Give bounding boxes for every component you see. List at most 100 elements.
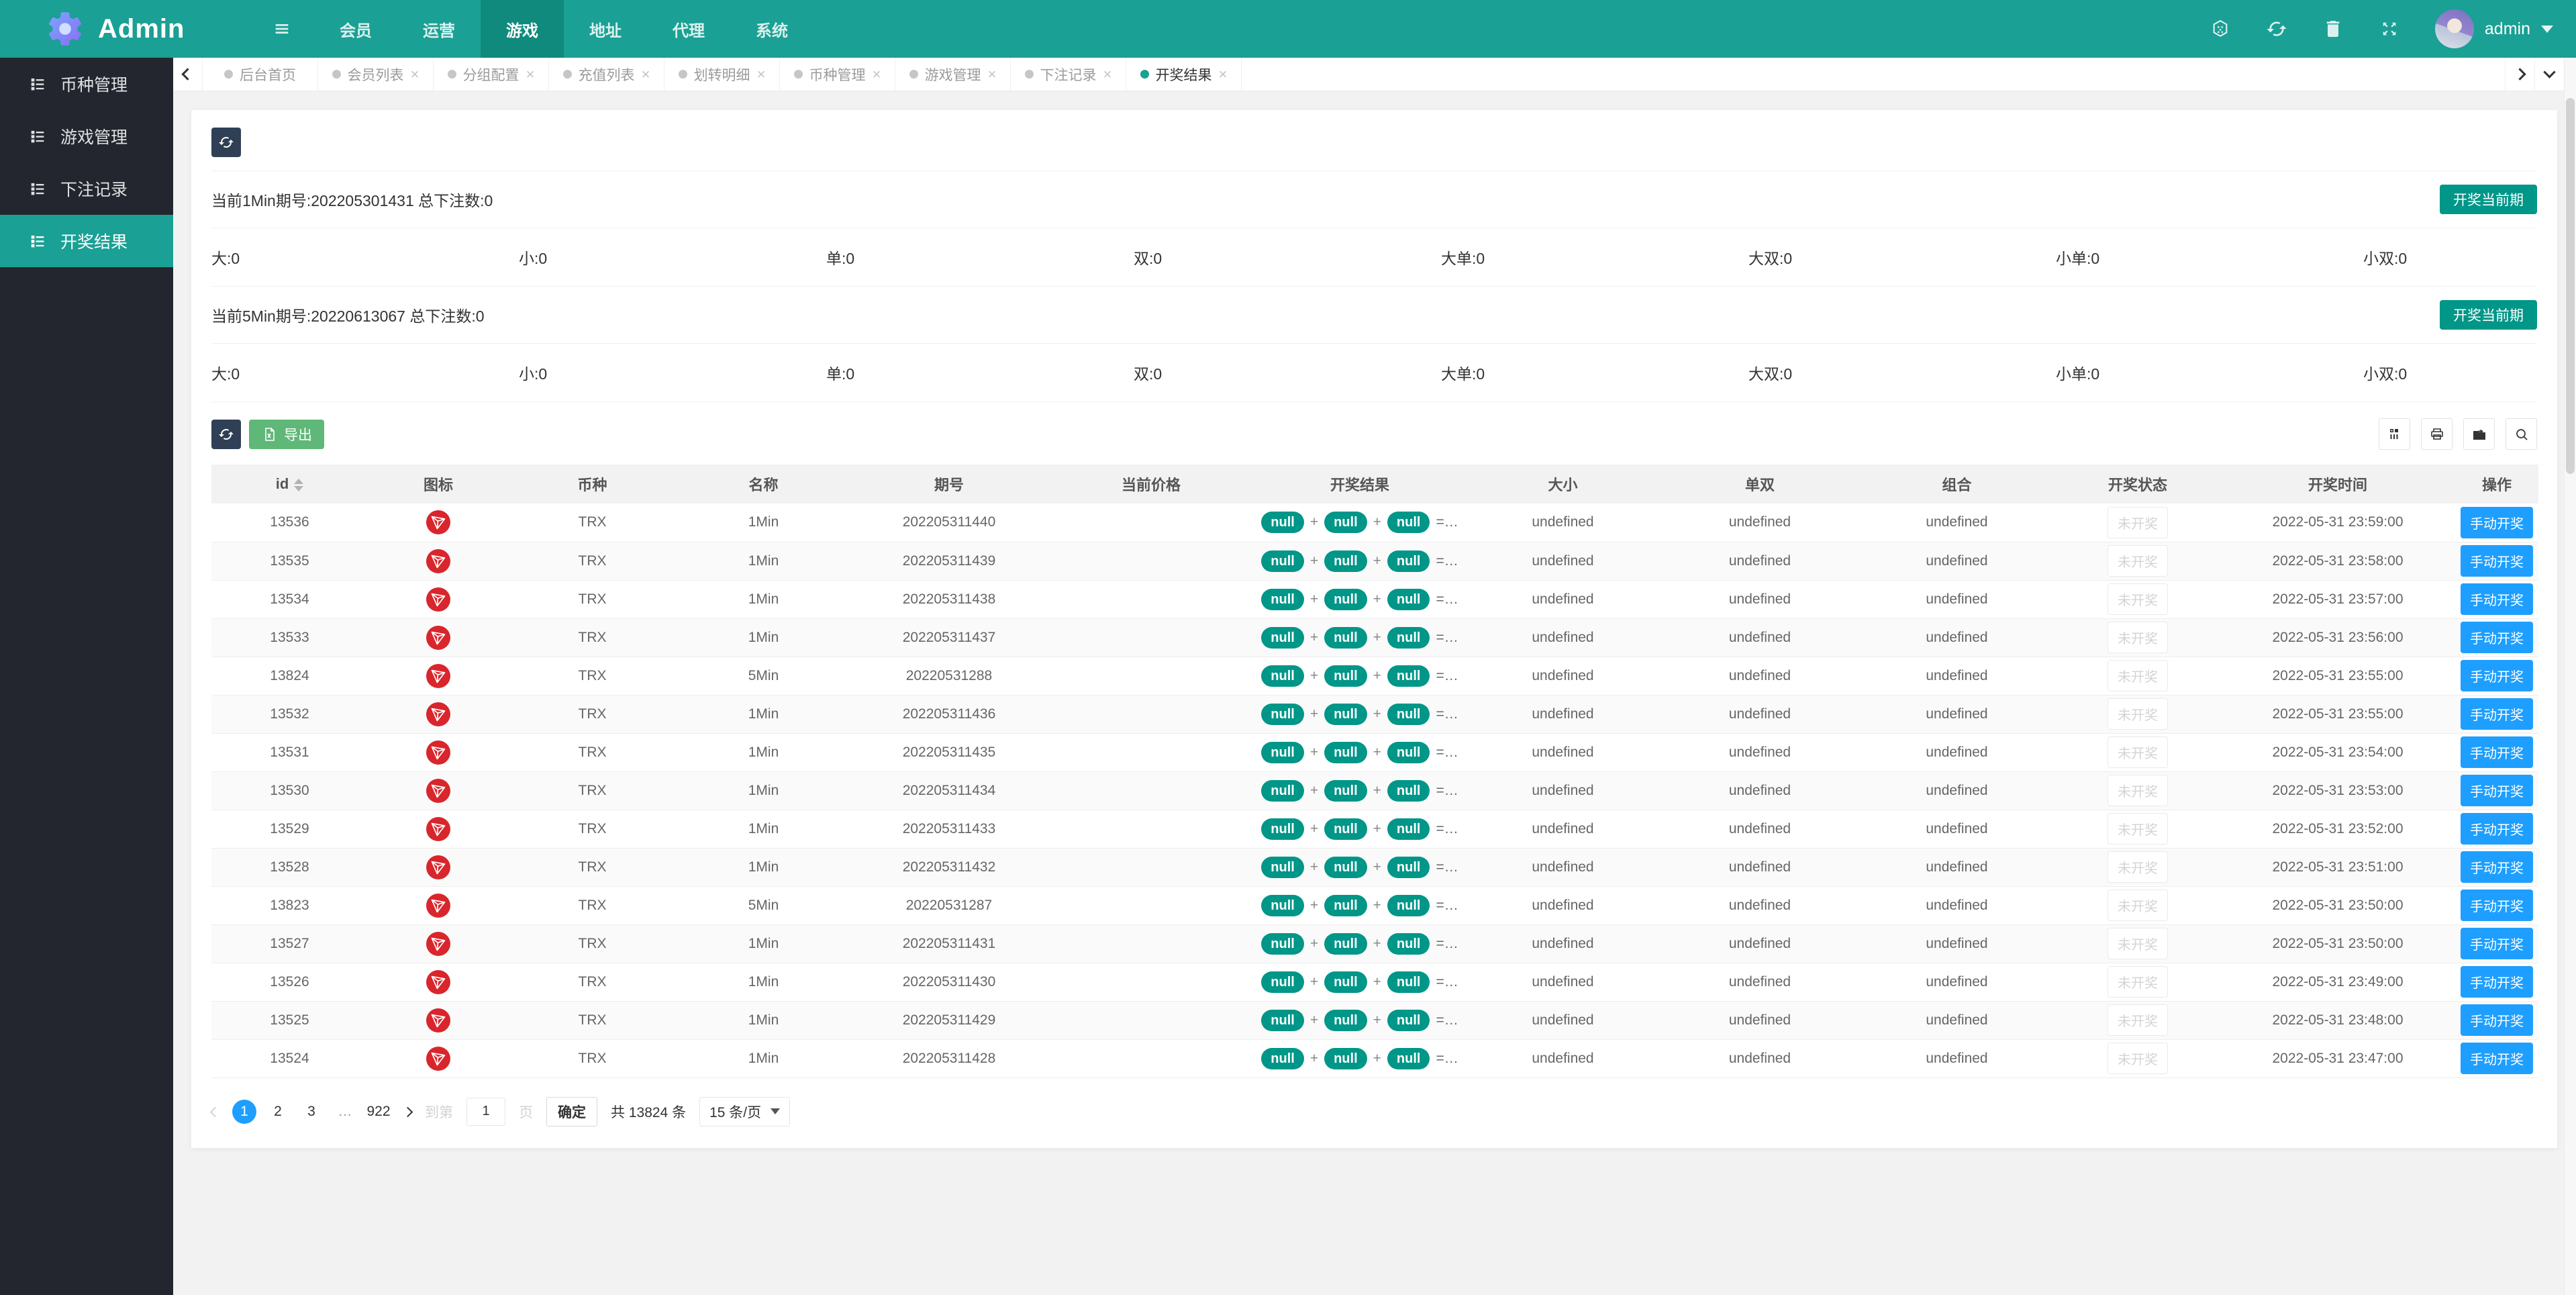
page-size-select[interactable]: 15 条/页 (699, 1096, 791, 1126)
manual-draw-button[interactable]: 手动开奖 (2461, 775, 2533, 806)
close-icon[interactable]: × (987, 65, 997, 83)
confirm-page-button[interactable]: 确定 (546, 1096, 597, 1126)
refresh-icon[interactable] (2266, 18, 2287, 40)
pagination: 1 2 3 … 922 到第 页 确定 共 13824 条 15 条/页 (209, 1078, 2537, 1148)
column-header-开奖时间: 开奖时间 (2220, 465, 2455, 503)
nav-item-会员[interactable]: 会员 (340, 21, 372, 40)
plus-sign: + (1309, 859, 1319, 875)
tab-币种管理[interactable]: 币种管理 × (780, 58, 895, 91)
fullscreen-icon[interactable] (2379, 18, 2400, 40)
next-page-button[interactable] (402, 1104, 413, 1120)
manual-draw-button[interactable]: 手动开奖 (2461, 851, 2533, 883)
manual-draw-button[interactable]: 手动开奖 (2461, 545, 2533, 577)
table-row: 13530 TRX 1Min 202205311434 null + null + null =…… (211, 771, 2538, 810)
refresh-button[interactable] (211, 128, 241, 157)
page-number-3[interactable]: 3 (307, 1103, 315, 1119)
cell-odd-even: undefined (1661, 733, 1859, 772)
cell-action: 手动开奖 (2455, 810, 2538, 849)
close-icon[interactable]: × (756, 65, 766, 83)
sidebar-item-下注记录[interactable]: 下注记录 (0, 162, 173, 215)
sort-icon[interactable] (294, 478, 304, 491)
menu-icon[interactable] (250, 0, 314, 58)
close-icon[interactable]: × (1218, 65, 1228, 83)
table-row: 13534 TRX 1Min 202205311438 null + null + null =…… (211, 580, 2538, 619)
tab-游戏管理[interactable]: 游戏管理 × (895, 58, 1011, 91)
chevron-down-icon (2543, 66, 2556, 79)
cell-name: 1Min (676, 810, 851, 849)
manual-draw-button[interactable]: 手动开奖 (2461, 698, 2533, 730)
plus-sign: + (1309, 553, 1319, 569)
page-number-922[interactable]: 922 (366, 1103, 391, 1119)
column-header-id[interactable]: id (211, 465, 368, 503)
export-file-button[interactable] (2463, 418, 2495, 450)
tabs-menu-button[interactable] (2534, 58, 2564, 91)
cell-combo: undefined (1859, 848, 2055, 887)
manual-draw-button[interactable]: 手动开奖 (2461, 1004, 2533, 1036)
manual-draw-button[interactable]: 手动开奖 (2461, 966, 2533, 998)
page-scrollbar[interactable] (2564, 58, 2576, 1295)
sidebar-item-币种管理[interactable]: 币种管理 (0, 58, 173, 110)
close-icon[interactable]: × (410, 65, 419, 83)
manual-draw-button[interactable]: 手动开奖 (2461, 928, 2533, 959)
manual-draw-button[interactable]: 手动开奖 (2461, 736, 2533, 768)
user-menu[interactable]: admin (2434, 9, 2553, 48)
table-refresh-button[interactable] (211, 419, 241, 449)
manual-draw-button[interactable]: 手动开奖 (2461, 813, 2533, 845)
print-button[interactable] (2421, 418, 2453, 450)
sidebar-item-游戏管理[interactable]: 游戏管理 (0, 110, 173, 162)
sidebar-item-开奖结果[interactable]: 开奖结果 (0, 215, 173, 267)
close-icon[interactable]: × (526, 65, 535, 83)
equals-sign: =… (1436, 629, 1458, 645)
tabs-scroll-left-button[interactable] (173, 58, 203, 91)
tab-开奖结果[interactable]: 开奖结果 × (1126, 58, 1242, 91)
tab-充值列表[interactable]: 充值列表 × (549, 58, 664, 91)
cell-combo: undefined (1859, 810, 2055, 849)
manual-draw-button[interactable]: 手动开奖 (2461, 622, 2533, 653)
cell-odd-even: undefined (1661, 580, 1859, 619)
nav-item-游戏[interactable]: 游戏 (481, 0, 564, 58)
close-icon[interactable]: × (641, 65, 650, 83)
cell-action: 手动开奖 (2455, 963, 2538, 1002)
manual-draw-button[interactable]: 手动开奖 (2461, 506, 2533, 538)
prev-page-button[interactable] (209, 1104, 221, 1120)
manual-draw-button[interactable]: 手动开奖 (2461, 660, 2533, 691)
result-pill: null (1261, 932, 1304, 955)
tab-下注记录[interactable]: 下注记录 × (1011, 58, 1126, 91)
tab-后台首页[interactable]: 后台首页 (203, 58, 318, 91)
export-button[interactable]: 导出 (249, 419, 324, 449)
page-number-1[interactable]: 1 (232, 1099, 256, 1124)
tab-分组配置[interactable]: 分组配置 × (434, 58, 549, 91)
page-number-2[interactable]: 2 (274, 1103, 282, 1119)
scrollbar-thumb[interactable] (2566, 98, 2575, 474)
manual-draw-button[interactable]: 手动开奖 (2461, 583, 2533, 615)
cell-combo: undefined (1859, 733, 2055, 772)
sidebar-item-label: 游戏管理 (60, 128, 128, 147)
goto-page-input[interactable] (466, 1097, 505, 1126)
draw-current-5min-button[interactable]: 开奖当前期 (2440, 300, 2537, 330)
hexagon-icon[interactable] (2210, 18, 2231, 40)
table-tool-icons (2379, 418, 2537, 450)
search-button[interactable] (2506, 418, 2537, 450)
cell-name: 1Min (676, 1039, 851, 1078)
equals-sign: =… (1436, 591, 1458, 607)
columns-filter-button[interactable] (2379, 418, 2410, 450)
tab-划转明细[interactable]: 划转明细 × (664, 58, 780, 91)
manual-draw-button[interactable]: 手动开奖 (2461, 1043, 2533, 1074)
avatar[interactable] (2434, 9, 2474, 48)
close-icon[interactable]: × (872, 65, 881, 83)
cell-coin: TRX (509, 886, 676, 925)
tab-label: 开奖结果 (1155, 67, 1212, 83)
draw-current-1min-button[interactable]: 开奖当前期 (2440, 185, 2537, 214)
nav-item-地址[interactable]: 地址 (589, 21, 622, 40)
nav-item-运营[interactable]: 运营 (423, 21, 455, 40)
nav-item-代理[interactable]: 代理 (673, 21, 705, 40)
close-icon[interactable]: × (1103, 65, 1112, 83)
nav-item-系统[interactable]: 系统 (756, 21, 788, 40)
column-header-操作: 操作 (2455, 465, 2538, 503)
tabs-scroll-right-button[interactable] (2505, 58, 2534, 91)
manual-draw-button[interactable]: 手动开奖 (2461, 890, 2533, 921)
result-formula: null + null + null =… (1261, 550, 1458, 572)
trash-icon[interactable] (2322, 18, 2344, 40)
cell-result: null + null + null =… (1255, 618, 1465, 657)
tab-会员列表[interactable]: 会员列表 × (318, 58, 434, 91)
